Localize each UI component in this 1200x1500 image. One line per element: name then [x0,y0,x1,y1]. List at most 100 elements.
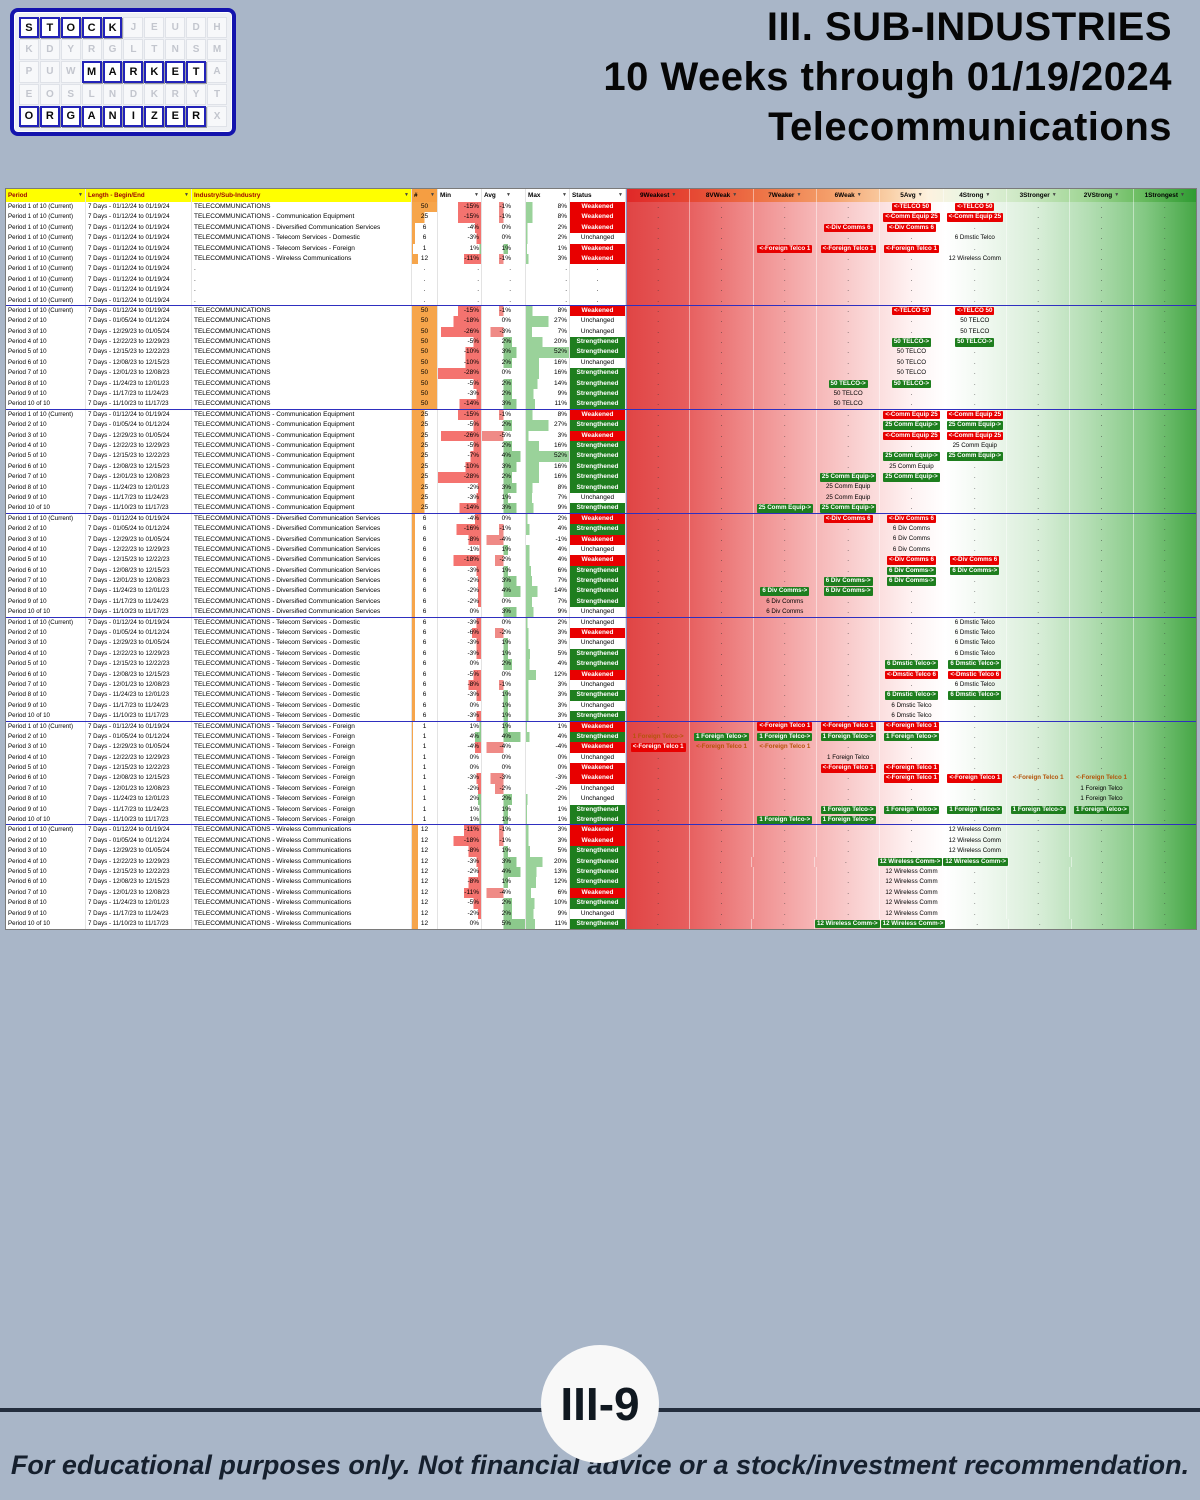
cell-min: -11% [438,887,482,899]
column-header-6weak[interactable]: 6Weak ▼ [815,189,879,202]
cell-length: 7 Days - 12/08/23 to 12/15/23 [86,877,192,888]
cell-count: 6 [412,576,438,587]
column-header-7weaker[interactable]: 7Weaker ▼ [752,189,816,202]
strength-cell: . [815,368,879,379]
cell-period: Period 1 of 10 (Current) [6,264,86,275]
strength-label: 25 Comm Equip-> [946,452,1004,461]
empty-cell-dot: . [657,493,660,501]
filter-dropdown-icon[interactable]: ▼ [562,192,567,198]
empty-cell-dot: . [973,483,976,491]
filter-dropdown-icon[interactable]: ▼ [917,192,923,198]
empty-cell-dot: . [847,275,850,283]
empty-cell-dot: . [657,795,660,803]
cell-max: 3% [526,711,570,722]
column-header-length-begin-end[interactable]: Length - Begin/End ▼ [86,189,192,202]
cell-length: 7 Days - 12/15/23 to 12/22/23 [86,659,192,670]
cell-industry: TELECOMMUNICATIONS [192,316,412,327]
empty-cell-dot: . [910,483,913,491]
strength-cell: . [815,409,879,421]
empty-cell-dot: . [1163,566,1166,574]
table-row: Period 5 of 10 7 Days - 12/15/23 to 12/22… [6,659,1196,670]
filter-dropdown-icon[interactable]: ▼ [184,192,189,198]
filter-dropdown-icon[interactable]: ▼ [78,192,83,198]
strength-cell: . [815,700,879,712]
cell-length: 7 Days - 12/15/23 to 12/22/23 [86,763,192,774]
cell-max: 8% [526,305,570,317]
strength-cell: . [752,700,816,712]
cell-avg: 2% [482,378,526,390]
logo-filler-letter: D [186,17,207,39]
strength-cell-group: ....6 Div Comms.... [626,544,1196,556]
empty-cell-dot: . [847,545,850,553]
column-header-max[interactable]: Max ▼ [526,189,570,202]
empty-cell-dot: . [720,649,723,657]
filter-dropdown-icon[interactable]: ▼ [506,192,511,198]
filter-dropdown-icon[interactable]: ▼ [1051,192,1057,198]
cell-count: 1 [412,783,438,795]
strength-cell: . [627,784,689,794]
table-row: Period 4 of 10 7 Days - 12/22/23 to 12/29… [6,856,1196,867]
strength-cell: . [689,679,752,691]
empty-cell-dot: . [720,566,723,574]
strength-cell: <-Comm Equip 25 [942,430,1006,441]
table-row: Period 10 of 10 7 Days - 11/10/23 to 11/1… [6,503,1196,514]
logo-word-letter: R [39,105,60,127]
strength-cell: . [1005,503,1069,514]
strength-cell-group: .... 50 TELCO.... [626,357,1196,369]
column-header-9weakest[interactable]: 9Weakest ▼ [627,189,689,202]
column-header-status[interactable]: Status ▼ [570,189,626,202]
cell-length: 7 Days - 12/15/23 to 12/22/23 [86,867,192,878]
column-header-2vstrong[interactable]: 2VStrong ▼ [1069,189,1132,202]
filter-dropdown-icon[interactable]: ▼ [430,192,435,198]
cell-avg: 1% [482,565,526,577]
filter-dropdown-icon[interactable]: ▼ [404,192,409,198]
strength-cell-group: ......... [626,264,1196,275]
cell-min: -2% [438,783,482,795]
strength-cell-group: ..... 12 Wireless Comm... [626,835,1196,847]
strength-cell: . [1069,482,1132,493]
filter-dropdown-icon[interactable]: ▼ [856,192,862,198]
cell-count: 50 [412,378,438,390]
strength-cell: 6 Div Comms-> [815,586,879,597]
strength-cell: . [627,524,689,534]
cell-max: 9% [526,908,570,919]
strength-cell: . [1132,773,1196,784]
filter-dropdown-icon[interactable]: ▼ [1180,192,1185,198]
filter-dropdown-icon[interactable]: ▼ [985,192,991,198]
column-header-3stronger[interactable]: 3Stronger ▼ [1005,189,1069,202]
strength-label: <-Foreign Telco 1 [884,764,939,773]
filter-dropdown-icon[interactable]: ▼ [474,192,479,198]
column-header-8vweak[interactable]: 8VWeak ▼ [689,189,752,202]
column-header-5avg[interactable]: 5Avg ▼ [879,189,942,202]
filter-dropdown-icon[interactable]: ▼ [618,192,623,198]
strength-cell: . [942,347,1006,358]
empty-cell-dot: . [720,680,723,688]
filter-dropdown-icon[interactable]: ▼ [796,192,802,198]
strength-cell: . [815,898,879,909]
cell-period: Period 1 of 10 (Current) [6,233,86,244]
column-header-min[interactable]: Min ▼ [438,189,482,202]
empty-cell-dot: . [1037,888,1040,896]
column-header-avg[interactable]: Avg ▼ [482,189,526,202]
table-row: Period 9 of 10 7 Days - 11/17/23 to 11/24… [6,389,1196,400]
strength-cell: . [627,576,689,586]
column-header-industry-sub-industry[interactable]: Industry/Sub-Industry ▼ [192,189,412,202]
empty-cell-dot: . [782,919,785,927]
empty-cell-dot: . [1100,525,1103,533]
empty-cell-dot: . [657,483,660,491]
strength-cell: . [879,617,942,629]
column-header-period[interactable]: Period ▼ [6,189,86,202]
filter-dropdown-icon[interactable]: ▼ [1114,192,1120,198]
empty-cell-dot: . [657,577,660,585]
cell-length: 7 Days - 12/29/23 to 01/05/24 [86,742,192,753]
strength-cell: . [815,555,879,566]
strength-cell: . [689,565,752,577]
column-header-[interactable]: # ▼ [412,189,438,202]
empty-cell-dot: . [657,649,660,657]
filter-dropdown-icon[interactable]: ▼ [671,192,677,198]
column-header-1strongest[interactable]: 1Strongest ▼ [1132,189,1196,202]
logo-word-letter: Z [144,105,165,127]
filter-dropdown-icon[interactable]: ▼ [732,192,738,198]
column-header-4strong[interactable]: 4Strong ▼ [942,189,1006,202]
empty-cell-dot: . [1037,244,1040,252]
